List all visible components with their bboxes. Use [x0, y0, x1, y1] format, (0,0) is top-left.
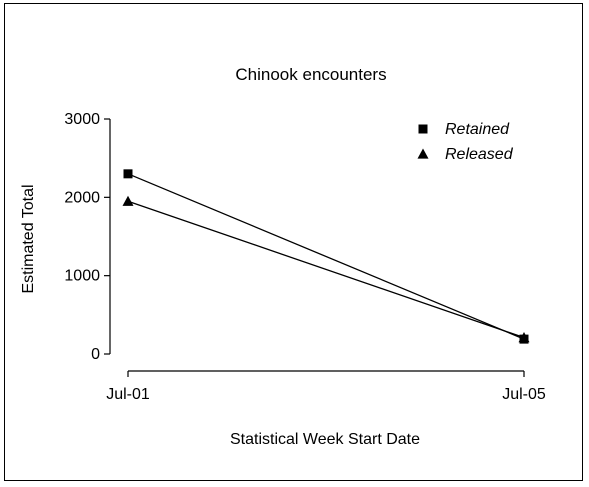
y-tick-label: 0 — [91, 346, 100, 363]
x-tick-label: Jul-05 — [502, 386, 546, 403]
y-axis: 0 1000 2000 3000 — [64, 111, 111, 363]
data-point-released — [518, 332, 530, 343]
y-axis-label: Estimated Total — [20, 184, 37, 293]
data-point-released — [122, 195, 134, 206]
legend-label-retained: Retained — [445, 121, 510, 138]
legend-label-released: Released — [445, 146, 514, 163]
x-axis: Jul-01 Jul-05 — [106, 370, 546, 403]
x-axis-label: Statistical Week Start Date — [230, 431, 420, 448]
legend: Retained Released — [417, 121, 514, 163]
chart-frame: Chinook encounters 0 1000 2000 3000 Jul-01 J… — [4, 3, 583, 481]
data-point-retained — [123, 169, 133, 179]
y-tick-label: 3000 — [64, 111, 100, 128]
y-tick-label: 1000 — [64, 268, 100, 285]
chart-title: Chinook encounters — [235, 65, 386, 84]
legend-marker-released — [417, 148, 429, 159]
series-layer — [122, 169, 530, 344]
x-tick-label: Jul-01 — [106, 386, 150, 403]
legend-marker-retained — [418, 124, 428, 134]
y-tick-label: 2000 — [64, 189, 100, 206]
series-line-retained — [127, 173, 525, 340]
series-line-released — [127, 200, 525, 339]
